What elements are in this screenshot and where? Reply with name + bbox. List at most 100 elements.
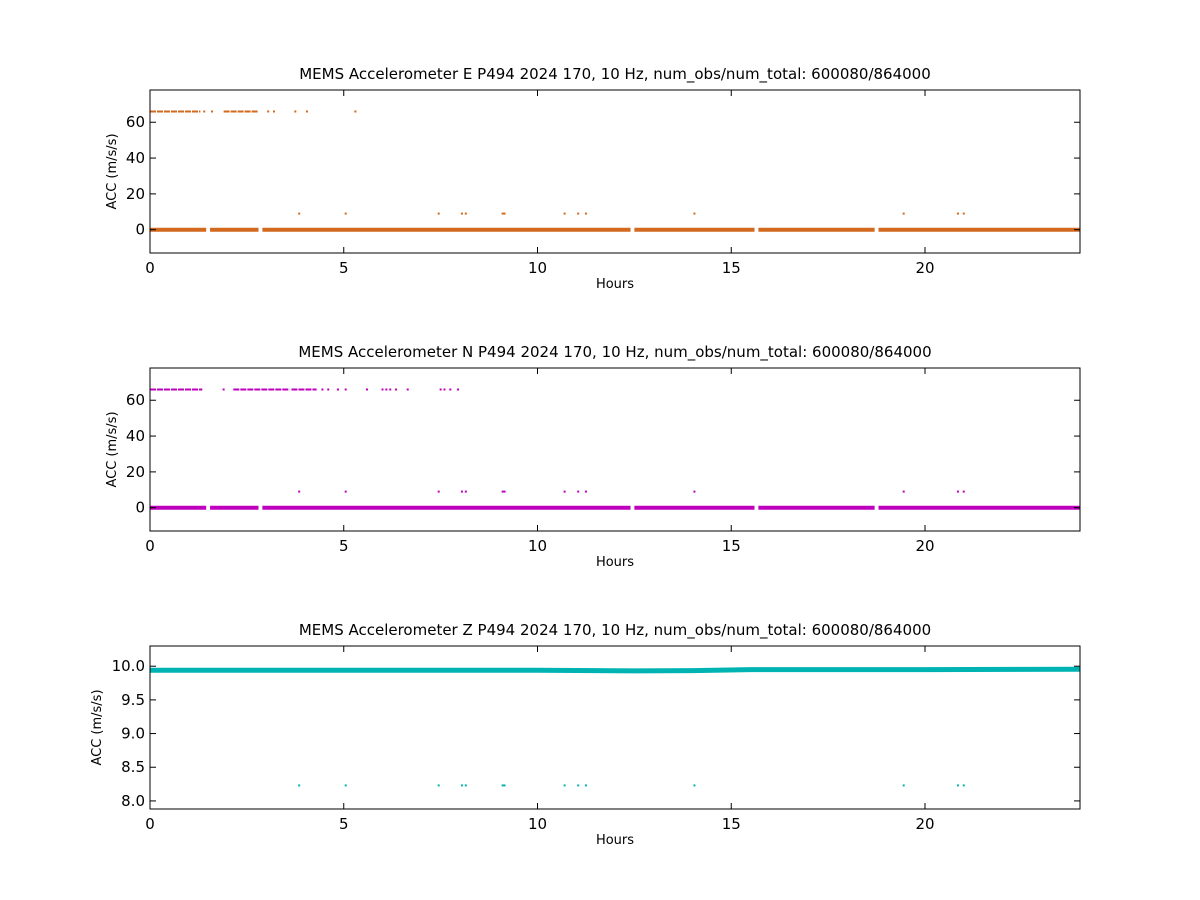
x-axis-label: Hours (596, 277, 634, 292)
x-axis-label: Hours (596, 555, 634, 570)
x-tick-label: 5 (339, 537, 349, 555)
y-tick-label: 8.5 (121, 758, 145, 776)
spike-point (501, 490, 504, 493)
spike-point (577, 784, 580, 787)
axes-frame (149, 89, 1081, 254)
axes-frame (149, 645, 1081, 810)
spike-point (437, 784, 440, 787)
upper-point (336, 388, 339, 391)
chart-title: MEMS Accelerometer N P494 2024 170, 10 H… (298, 343, 931, 362)
data-marks (150, 110, 1080, 232)
spike-point (693, 212, 696, 215)
spike-point (584, 784, 587, 787)
spike-point (902, 212, 905, 215)
spike-point (460, 212, 463, 215)
spike-point (501, 212, 504, 215)
upper-point (305, 110, 308, 113)
upper-point (294, 110, 297, 113)
spike-point (503, 784, 506, 787)
spike-point (460, 784, 463, 787)
spike-point (693, 784, 696, 787)
upper-point (366, 388, 368, 391)
spike-point (344, 212, 347, 215)
x-tick-label: 15 (722, 815, 741, 833)
x-tick-label: 5 (339, 259, 349, 277)
spike-point (464, 784, 467, 787)
upper-point (321, 388, 324, 391)
y-tick-label: 60 (126, 113, 145, 131)
x-tick-label: 0 (145, 815, 155, 833)
spike-point (298, 212, 301, 215)
y-tick-label: 40 (126, 427, 145, 445)
y-tick-label: 40 (126, 149, 145, 167)
spike-point (503, 490, 506, 493)
spike-point (902, 784, 905, 787)
y-axis-label: ACC (m/s/s) (90, 689, 105, 765)
spike-point (503, 212, 506, 215)
chart-panel-east: MEMS Accelerometer E P494 2024 170, 10 H… (105, 65, 1081, 292)
baseline-band (150, 666, 1081, 674)
upper-point (385, 388, 388, 391)
axis-ticks: 0 5 10 15 20 0 20 40 60 (126, 90, 1080, 277)
x-tick-label: 20 (915, 259, 934, 277)
x-tick-label: 10 (528, 259, 547, 277)
upper-point (395, 388, 398, 391)
upper-point (381, 388, 384, 391)
upper-point (406, 388, 409, 391)
upper-point (211, 110, 213, 113)
y-tick-label: 60 (126, 391, 145, 409)
upper-point (457, 388, 460, 391)
spike-point (501, 784, 504, 787)
x-tick-label: 10 (528, 815, 547, 833)
y-tick-label: 10.0 (112, 657, 145, 675)
spike-point (962, 212, 965, 215)
y-tick-label: 0 (135, 499, 145, 517)
x-tick-label: 15 (722, 537, 741, 555)
x-tick-label: 20 (915, 815, 934, 833)
axis-ticks: 0 5 10 15 20 0 20 40 60 (126, 368, 1080, 555)
upper-point (327, 388, 330, 391)
spike-point (298, 490, 301, 493)
x-tick-label: 5 (339, 815, 349, 833)
spike-point (437, 212, 440, 215)
y-tick-label: 0 (135, 221, 145, 239)
x-tick-label: 0 (145, 537, 155, 555)
spike-point (464, 490, 467, 493)
spike-point (298, 784, 301, 787)
upper-point (389, 388, 392, 391)
y-axis-label: ACC (m/s/s) (105, 411, 120, 487)
spike-point (437, 490, 440, 493)
spike-point (563, 490, 566, 493)
spike-point (902, 490, 905, 493)
chart-panel-north: MEMS Accelerometer N P494 2024 170, 10 H… (105, 343, 1081, 570)
spike-point (460, 490, 463, 493)
y-tick-label: 9.0 (121, 725, 145, 743)
spike-point (956, 212, 959, 215)
spike-point (584, 490, 587, 493)
x-tick-label: 15 (722, 259, 741, 277)
spike-point (962, 784, 965, 787)
upper-point (443, 388, 446, 391)
upper-point (354, 110, 357, 113)
data-marks (150, 666, 1081, 787)
y-axis-label: ACC (m/s/s) (105, 133, 120, 209)
chart-title: MEMS Accelerometer E P494 2024 170, 10 H… (299, 65, 931, 84)
x-tick-label: 20 (915, 537, 934, 555)
y-tick-label: 20 (126, 185, 145, 203)
y-tick-label: 8.0 (121, 792, 145, 810)
upper-point (344, 388, 347, 391)
chart-title: MEMS Accelerometer Z P494 2024 170, 10 H… (299, 621, 931, 640)
x-tick-label: 0 (145, 259, 155, 277)
upper-point (267, 110, 270, 113)
spike-point (962, 490, 965, 493)
spike-point (584, 212, 587, 215)
spike-point (956, 784, 959, 787)
x-axis-label: Hours (596, 833, 634, 848)
upper-point (439, 388, 442, 391)
chart-panel-vertical: MEMS Accelerometer Z P494 2024 170, 10 H… (90, 621, 1081, 848)
y-tick-label: 9.5 (121, 691, 145, 709)
spike-point (464, 212, 467, 215)
spike-point (956, 490, 959, 493)
spike-point (577, 212, 580, 215)
